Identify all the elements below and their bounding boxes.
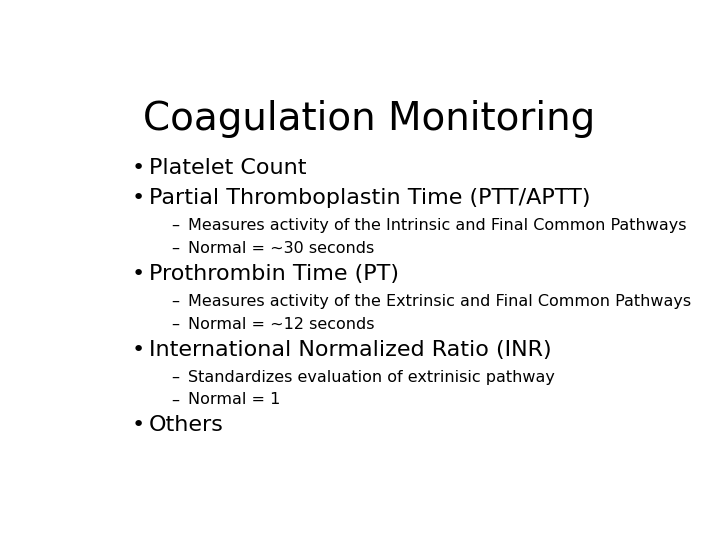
Text: Measures activity of the Extrinsic and Final Common Pathways: Measures activity of the Extrinsic and F…: [188, 294, 690, 309]
Text: •: •: [132, 340, 145, 360]
Text: Normal = 1: Normal = 1: [188, 393, 280, 408]
Text: Platelet Count: Platelet Count: [148, 158, 306, 178]
Text: –: –: [171, 369, 179, 384]
Text: •: •: [132, 415, 145, 435]
Text: –: –: [171, 317, 179, 332]
Text: •: •: [132, 188, 145, 208]
Text: Coagulation Monitoring: Coagulation Monitoring: [143, 100, 595, 138]
Text: Measures activity of the Intrinsic and Final Common Pathways: Measures activity of the Intrinsic and F…: [188, 218, 686, 233]
Text: –: –: [171, 241, 179, 256]
Text: Others: Others: [148, 415, 223, 435]
Text: Normal = ~30 seconds: Normal = ~30 seconds: [188, 241, 374, 256]
Text: Prothrombin Time (PT): Prothrombin Time (PT): [148, 264, 399, 284]
Text: •: •: [132, 158, 145, 178]
Text: Normal = ~12 seconds: Normal = ~12 seconds: [188, 317, 374, 332]
Text: Partial Thromboplastin Time (PTT/APTT): Partial Thromboplastin Time (PTT/APTT): [148, 188, 590, 208]
Text: •: •: [132, 264, 145, 284]
Text: International Normalized Ratio (INR): International Normalized Ratio (INR): [148, 340, 552, 360]
Text: –: –: [171, 218, 179, 233]
Text: –: –: [171, 393, 179, 408]
Text: –: –: [171, 294, 179, 309]
Text: Standardizes evaluation of extrinisic pathway: Standardizes evaluation of extrinisic pa…: [188, 369, 554, 384]
